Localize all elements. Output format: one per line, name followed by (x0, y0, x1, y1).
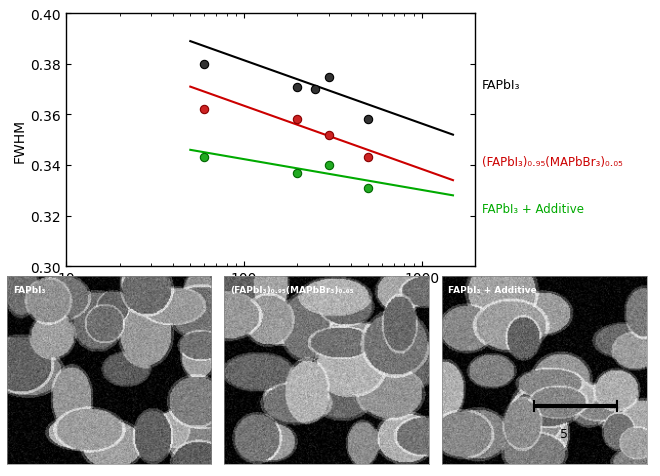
Text: (FAPbI₃)₀.₉₅(MAPbBr₃)₀.₀₅: (FAPbI₃)₀.₉₅(MAPbBr₃)₀.₀₅ (230, 286, 354, 295)
Text: (FAPbI₃)₀.₉₅(MAPbBr₃)₀.₀₅: (FAPbI₃)₀.₉₅(MAPbBr₃)₀.₀₅ (482, 155, 622, 169)
Y-axis label: FWHM: FWHM (13, 119, 26, 162)
Text: 5 μm: 5 μm (560, 427, 591, 440)
Text: FAPbI₃ + Additive: FAPbI₃ + Additive (448, 286, 537, 295)
Text: FAPbI₃: FAPbI₃ (13, 286, 46, 295)
X-axis label: Time (sec): Time (sec) (234, 288, 307, 302)
Text: FAPbI₃ + Additive: FAPbI₃ + Additive (482, 203, 584, 216)
Text: FAPbI₃: FAPbI₃ (482, 79, 520, 92)
